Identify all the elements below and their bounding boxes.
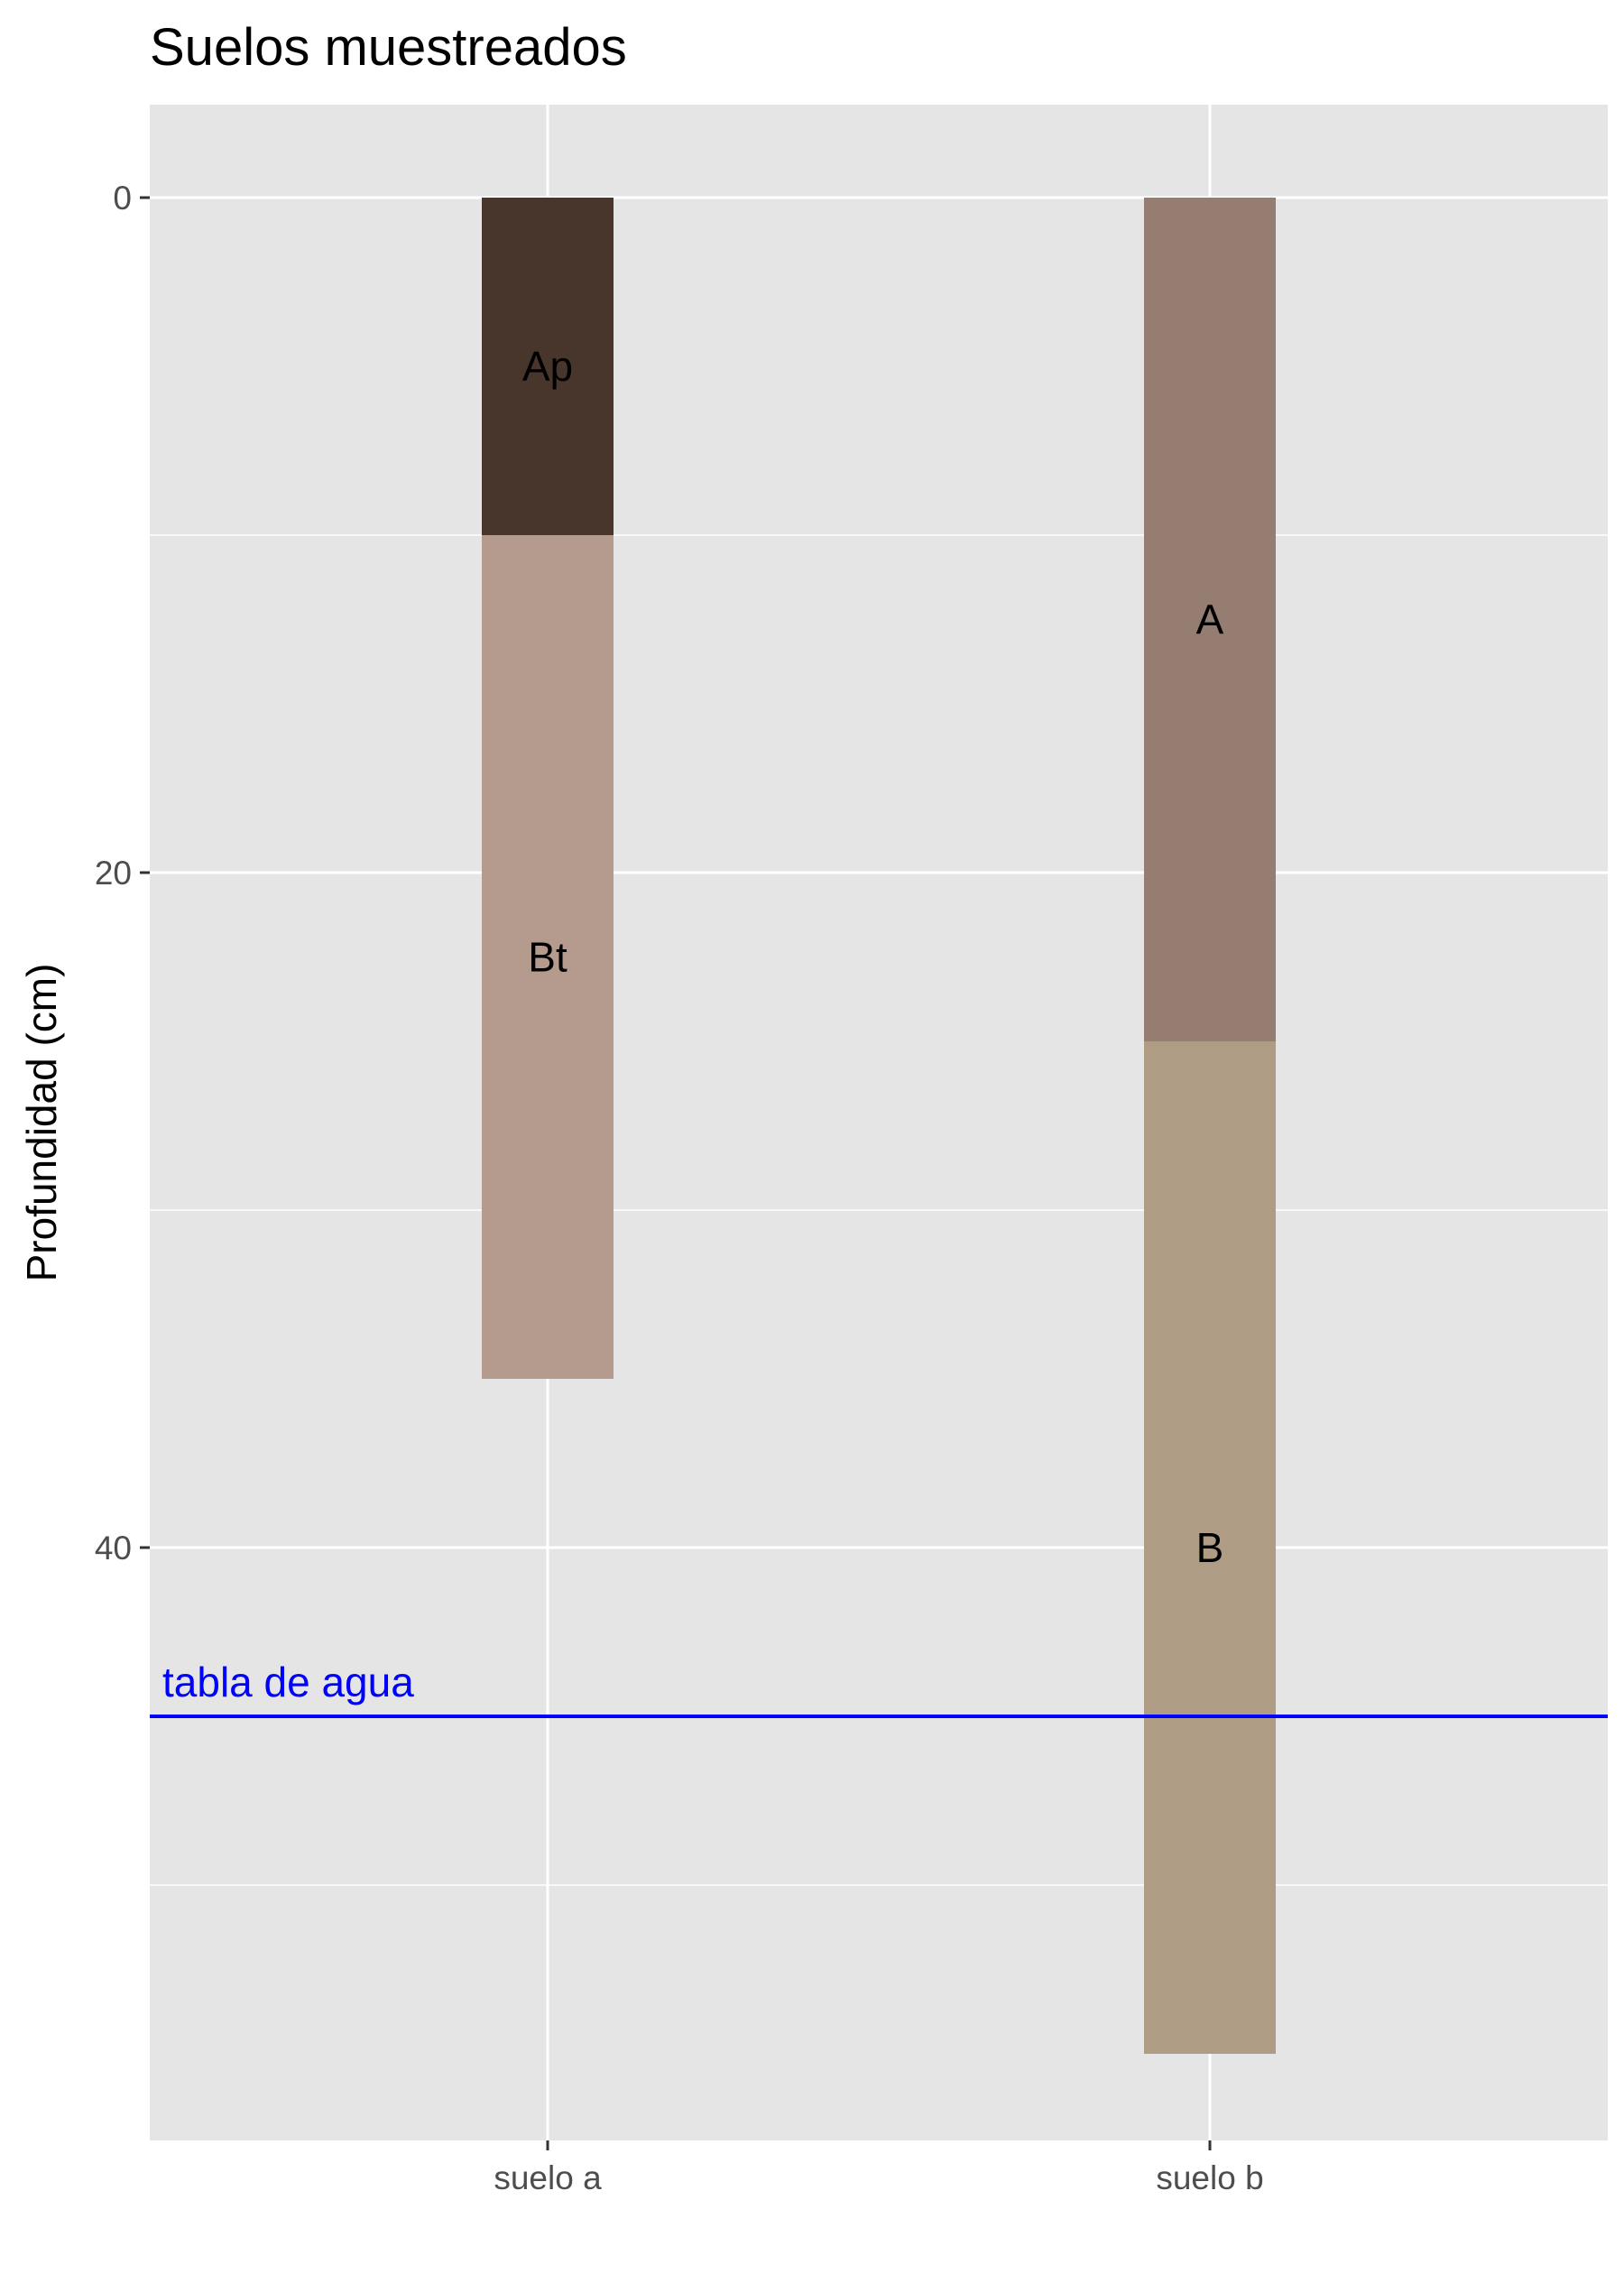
horizon-bar-bt <box>482 535 614 1379</box>
horizon-bars: Ap Bt A B <box>482 198 1276 2054</box>
horizon-label-b: B <box>1196 1524 1224 1571</box>
horizon-label-ap: Ap <box>522 343 573 390</box>
x-tick-label: suelo b <box>1156 2159 1263 2196</box>
horizon-label-a: A <box>1196 596 1224 643</box>
y-tick-label: 0 <box>113 180 132 217</box>
y-axis-title: Profundidad (cm) <box>18 964 65 1282</box>
plot-panel <box>150 105 1608 2140</box>
x-tick-label: suelo a <box>494 2159 602 2196</box>
axes: 0 20 40 suelo a suelo b <box>95 180 1264 2196</box>
horizon-bar-b <box>1144 1041 1276 2054</box>
horizon-bar-a <box>1144 198 1276 1041</box>
y-tick-label: 40 <box>95 1530 132 1567</box>
horizon-bar-ap <box>482 198 614 535</box>
annotations: tabla de agua <box>150 1659 1608 1718</box>
chart-title: Suelos muestreados <box>150 18 627 77</box>
water-table-label: tabla de agua <box>162 1659 414 1706</box>
y-tick-label: 20 <box>95 855 132 892</box>
horizon-label-bt: Bt <box>528 934 567 981</box>
